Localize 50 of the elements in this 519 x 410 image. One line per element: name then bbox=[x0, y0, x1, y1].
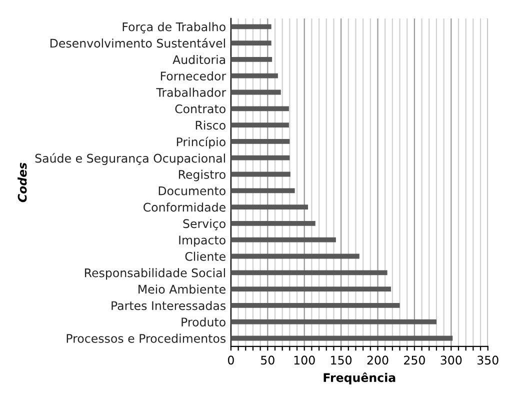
x-tick-label: 50 bbox=[261, 356, 274, 365]
bar bbox=[230, 90, 281, 95]
y-tick-label: Trabalhador bbox=[156, 88, 226, 97]
bar bbox=[230, 172, 290, 177]
bar bbox=[230, 155, 290, 160]
y-tick-label: Fornecedor bbox=[160, 71, 226, 81]
bar bbox=[230, 56, 272, 62]
x-axis-title: Frequência bbox=[324, 372, 396, 384]
x-tick-label: 250 bbox=[404, 356, 425, 365]
bar bbox=[230, 138, 290, 144]
y-tick-label: Serviço bbox=[183, 218, 226, 230]
bar bbox=[230, 270, 388, 276]
y-tick-label: Documento bbox=[158, 186, 226, 196]
bar bbox=[230, 24, 272, 30]
x-tick-label: 200 bbox=[367, 356, 388, 365]
bar bbox=[230, 254, 360, 259]
bar bbox=[230, 302, 400, 308]
x-tick-label: 100 bbox=[294, 356, 315, 365]
y-tick-label: Processos e Procedimentos bbox=[66, 334, 226, 343]
x-tick-label: 300 bbox=[440, 356, 462, 365]
x-tick-label: 150 bbox=[331, 356, 352, 365]
y-tick-label: Força de Trabalho bbox=[122, 22, 226, 34]
bar bbox=[230, 40, 272, 46]
y-axis-title: Codes bbox=[18, 162, 27, 202]
y-tick-label: Desenvolvimento Sustentável bbox=[50, 38, 225, 48]
y-tick-label: Meio Ambiente bbox=[138, 284, 226, 294]
bar bbox=[230, 106, 289, 112]
bar bbox=[230, 73, 278, 78]
bar bbox=[230, 237, 336, 242]
bar bbox=[230, 286, 391, 292]
x-tick-label: 0 bbox=[228, 356, 234, 365]
y-tick-label: Princípio bbox=[176, 136, 226, 149]
bar bbox=[230, 336, 453, 341]
y-tick-label: Auditoria bbox=[172, 54, 226, 64]
y-tick-label: Registro bbox=[178, 170, 226, 182]
x-tick-label: 350 bbox=[477, 356, 498, 365]
y-tick-label: Produto bbox=[182, 317, 226, 327]
y-tick-label: Cliente bbox=[185, 252, 226, 261]
y-tick-label: Conformidade bbox=[144, 202, 226, 212]
bar bbox=[230, 220, 316, 226]
y-tick-label: Saúde e Segurança Ocupacional bbox=[35, 153, 225, 166]
y-tick-label: Contrato bbox=[175, 104, 226, 114]
bar bbox=[230, 122, 289, 128]
y-tick-label: Risco bbox=[196, 120, 226, 130]
y-tick-label: Responsabilidade Social bbox=[85, 268, 225, 280]
y-tick-label: Partes Interessadas bbox=[112, 300, 226, 310]
bar bbox=[230, 319, 436, 324]
y-tick-label: Impacto bbox=[179, 236, 226, 247]
bar bbox=[230, 204, 308, 210]
bar bbox=[230, 188, 295, 194]
